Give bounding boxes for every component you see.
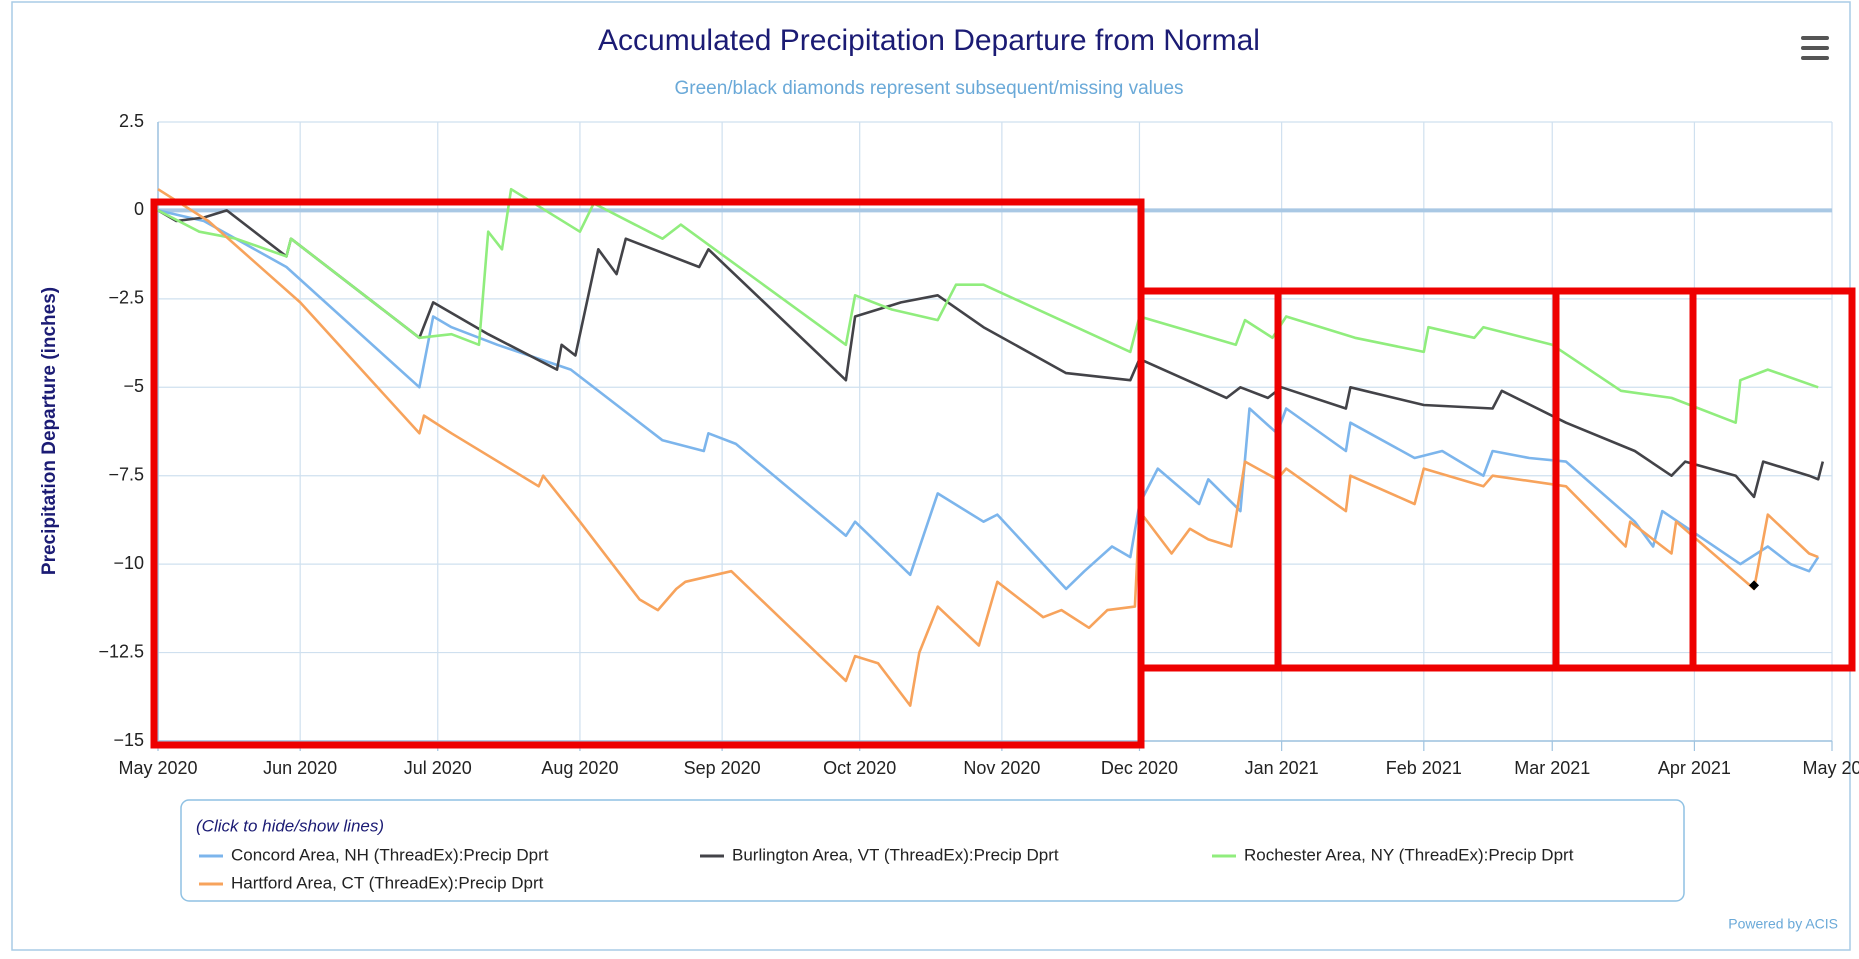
legend-title: (Click to hide/show lines) xyxy=(196,816,384,835)
series-line xyxy=(157,209,1820,591)
y-tick-label: −5 xyxy=(123,376,144,396)
x-tick-label: Jul 2020 xyxy=(404,758,472,778)
menu-bar xyxy=(1801,46,1829,50)
menu-bar xyxy=(1801,36,1829,40)
x-tick-label: Jun 2020 xyxy=(263,758,337,778)
y-tick-label: −7.5 xyxy=(108,464,144,484)
y-tick-label: 2.5 xyxy=(119,111,144,131)
y-tick-label: 0 xyxy=(134,199,144,219)
x-tick-label: Feb 2021 xyxy=(1386,758,1462,778)
x-tick-label: Apr 2021 xyxy=(1658,758,1731,778)
annotation-boxes xyxy=(150,198,1856,749)
y-tick-label: −2.5 xyxy=(108,288,144,308)
legend-label: Burlington Area, VT (ThreadEx):Precip Dp… xyxy=(732,845,1059,864)
x-tick-label: Oct 2020 xyxy=(823,758,896,778)
y-axis-label: Precipitation Departure (inches) xyxy=(39,287,60,575)
x-tick-label: Dec 2020 xyxy=(1101,758,1178,778)
legend-item[interactable]: Burlington Area, VT (ThreadEx):Precip Dp… xyxy=(700,845,1059,864)
credit: Powered by ACIS xyxy=(1728,916,1838,932)
legend-item[interactable]: Hartford Area, CT (ThreadEx):Precip Dprt xyxy=(199,873,544,892)
x-tick-label: Sep 2020 xyxy=(684,758,761,778)
missing-value-diamond xyxy=(1749,580,1760,591)
x-tick-label: Aug 2020 xyxy=(541,758,618,778)
chart-subtitle: Green/black diamonds represent subsequen… xyxy=(674,78,1183,99)
grid: 2.5 0 −2.5 −5 −7.5 −10 −12.5 −15 May 2020 Jun 202… xyxy=(98,111,1859,778)
legend-item[interactable]: Concord Area, NH (ThreadEx):Precip Dprt xyxy=(199,845,549,864)
x-tick-label: Jan 2021 xyxy=(1245,758,1319,778)
legend: Concord Area, NH (ThreadEx):Precip Dprt B… xyxy=(199,845,1574,892)
y-tick-label: −15 xyxy=(113,730,144,750)
series-line xyxy=(157,209,1825,499)
x-tick-label: Mar 2021 xyxy=(1514,758,1590,778)
chart-title: Accumulated Precipitation Departure from… xyxy=(598,24,1260,57)
legend-box xyxy=(180,799,1685,902)
legend-item[interactable]: Rochester Area, NY (ThreadEx):Precip Dpr… xyxy=(1212,845,1574,864)
y-tick-label: −12.5 xyxy=(98,641,144,661)
x-tick-label: Nov 2020 xyxy=(963,758,1040,778)
menu-bar xyxy=(1801,56,1829,60)
highlight-box xyxy=(1689,287,1856,672)
legend-label: Hartford Area, CT (ThreadEx):Precip Dprt xyxy=(231,873,544,892)
y-tick-label: −10 xyxy=(113,553,144,573)
x-tick-label: May 20 xyxy=(1802,758,1859,778)
legend-label: Rochester Area, NY (ThreadEx):Precip Dpr… xyxy=(1244,845,1574,864)
menu-button[interactable] xyxy=(1801,36,1829,60)
x-tick-label: May 2020 xyxy=(118,758,197,778)
series-line xyxy=(157,187,1819,424)
legend-label: Concord Area, NH (ThreadEx):Precip Dprt xyxy=(231,845,549,864)
